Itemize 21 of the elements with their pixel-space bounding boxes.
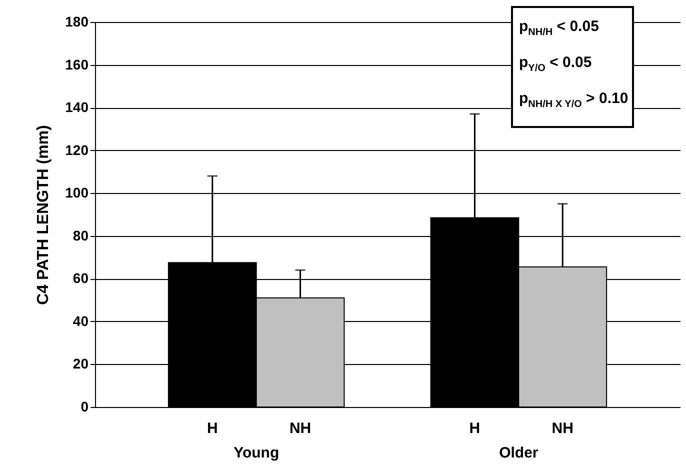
y-tick-label: 80	[72, 227, 89, 244]
series-label: NH	[289, 420, 312, 437]
y-tick-label: 60	[72, 270, 89, 286]
text: NH	[552, 420, 574, 437]
y-tick-label: 100	[65, 184, 89, 201]
y-tick-label: 180	[65, 14, 89, 30]
annotation: p$_{Y/O}$ < 0.05	[519, 53, 593, 76]
text: H	[469, 420, 480, 437]
y-tick-label: 0	[80, 398, 89, 414]
annotation: p$_{NH/H}$ < 0.05	[519, 17, 600, 40]
y-tick-label: 120	[65, 142, 89, 158]
y-tick-label: 20	[72, 356, 89, 372]
annotation: p$_{NH/H X Y/O}$ > 0.10	[519, 89, 628, 112]
y-tick-label: 140	[65, 99, 89, 116]
y-tick-label: 40	[72, 312, 89, 329]
x-tick-label: Older	[499, 444, 538, 462]
series-label: H	[206, 420, 218, 437]
stats-box: p$_{NH/H}$ < 0.05 p$_{Y/O}$ < 0.05 p$_{NH/H X Y/O}$ > 0.10	[511, 6, 634, 128]
x-tick-label: Young	[234, 444, 280, 462]
y-axis-title: C4 PATH LENGTH (mm)	[35, 125, 52, 305]
y-tick-label: 160	[65, 56, 89, 72]
